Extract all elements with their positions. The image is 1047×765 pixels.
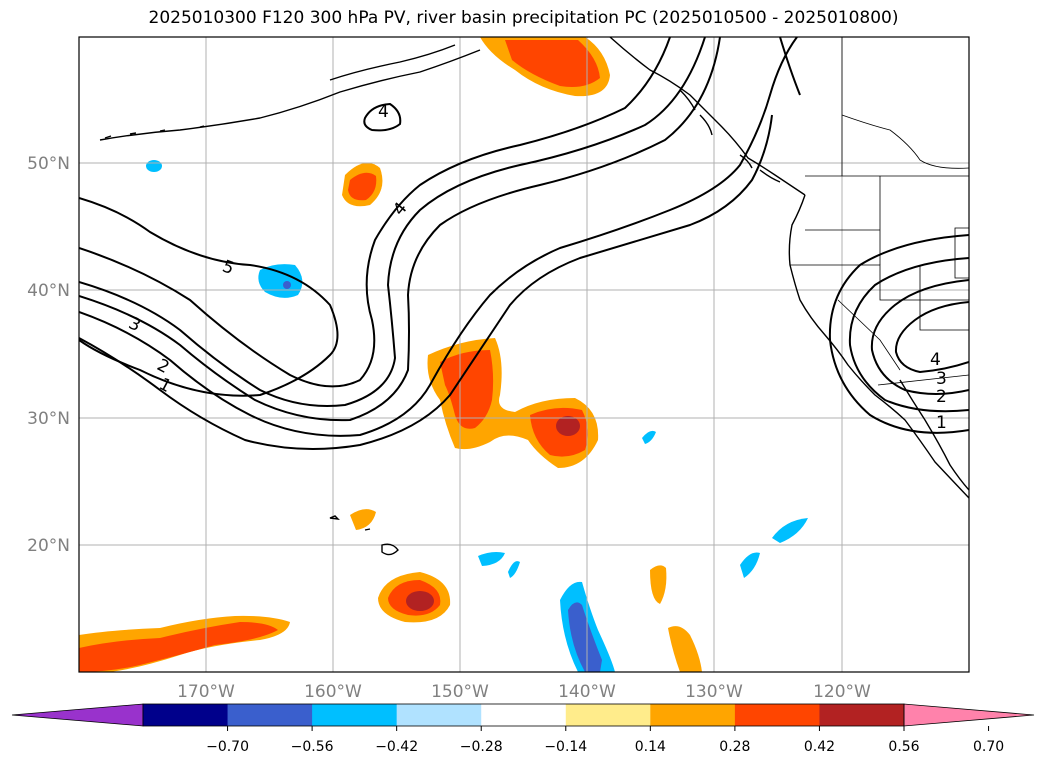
colorbar-segment: [312, 704, 398, 726]
colorbar-tick-label: 0.70: [973, 739, 1004, 755]
map-area: 4 4 5 3 2 1 4 3 2 1: [79, 37, 969, 672]
pv-label: 4: [930, 350, 941, 370]
pv-label: 2: [936, 387, 947, 407]
colorbar-tick-labels: −0.70 −0.56 −0.42 −0.28 −0.14 0.14 0.28 0.42 0.5…: [206, 726, 1004, 755]
colorbar-extend-high: [903, 703, 1035, 727]
colorbar: [11, 703, 1035, 727]
pv-label: 3: [125, 313, 143, 336]
latitude-labels: 50°N 40°N 30°N 20°N: [27, 154, 70, 556]
precip-blob-132w: [668, 626, 702, 672]
precip-band-southwest-core: [79, 622, 278, 672]
colorbar-tick-label: −0.42: [375, 739, 418, 755]
lon-label: 130°W: [685, 682, 743, 702]
pv-label: 4: [389, 199, 411, 220]
colorbar-segment: [565, 704, 651, 726]
lon-label: 120°W: [813, 682, 871, 702]
graticule: [79, 37, 969, 672]
precip-blob-blue-172w: [146, 160, 162, 172]
precip-blob-blue-140w: [642, 430, 656, 444]
precip-band-central-core: [440, 350, 494, 429]
colorbar-segment: [143, 704, 229, 726]
colorbar-frame: [142, 703, 905, 727]
colorbar-segment: [819, 704, 905, 726]
precip-blob-blue-141w-core: [568, 602, 602, 672]
precip-max-154w: [406, 591, 434, 611]
colorbar-segment: [734, 704, 820, 726]
precip-blob-hawaii-north: [350, 509, 376, 530]
colorbar-segment: [396, 704, 482, 726]
precip-blob-blue-148w: [478, 552, 505, 566]
precip-max-central: [556, 416, 580, 436]
colorbar-tick-label: 0.42: [804, 739, 835, 755]
lat-label: 30°N: [27, 409, 70, 429]
lon-label: 170°W: [177, 682, 235, 702]
colorbar-tick-label: −0.14: [544, 739, 587, 755]
colorbar-extend-low: [11, 703, 144, 727]
colorbar-tick-label: −0.28: [460, 739, 503, 755]
colorbar-tick-label: −0.56: [291, 739, 334, 755]
lat-label: 20°N: [27, 536, 70, 556]
colorbar-tick-label: 0.14: [635, 739, 666, 755]
colorbar-segment: [650, 704, 736, 726]
map-frame: [78, 36, 970, 673]
pv-label: 5: [220, 256, 237, 278]
pv-contours: [79, 37, 969, 450]
precip-blob-135w: [650, 565, 667, 604]
colorbar-segment: [227, 704, 313, 726]
precip-blob-blue-122w: [772, 518, 808, 543]
political-borders: [790, 37, 969, 386]
colorbar-tick-label: −0.70: [206, 739, 249, 755]
lat-label: 40°N: [27, 281, 70, 301]
lon-label: 150°W: [431, 682, 489, 702]
lon-label: 140°W: [558, 682, 616, 702]
colorbar-tick-label: 0.56: [888, 739, 919, 755]
longitude-labels: 170°W 160°W 150°W 140°W 130°W 120°W: [177, 682, 871, 702]
precip-blob-north-core: [505, 40, 600, 87]
precip-blob-158w-core: [348, 172, 377, 201]
precip-blob-blue-145w: [508, 561, 520, 578]
precip-dot-blue-164w: [283, 281, 291, 289]
precip-blob-blue-164w: [258, 264, 303, 298]
pv-label: 2: [154, 355, 173, 378]
pv-label: 4: [378, 102, 389, 122]
lat-label: 50°N: [27, 154, 70, 174]
colorbar-segment: [481, 704, 567, 726]
precip-blob-blue-127w: [740, 552, 760, 578]
pv-label: 3: [936, 369, 947, 389]
precipitation-fill: [79, 37, 808, 672]
coastlines: [99, 37, 969, 556]
pv-label: 1: [936, 413, 947, 433]
lon-label: 160°W: [304, 682, 362, 702]
map-title: 2025010300 F120 300 hPa PV, river basin …: [148, 8, 899, 28]
colorbar-tick-label: 0.28: [719, 739, 750, 755]
